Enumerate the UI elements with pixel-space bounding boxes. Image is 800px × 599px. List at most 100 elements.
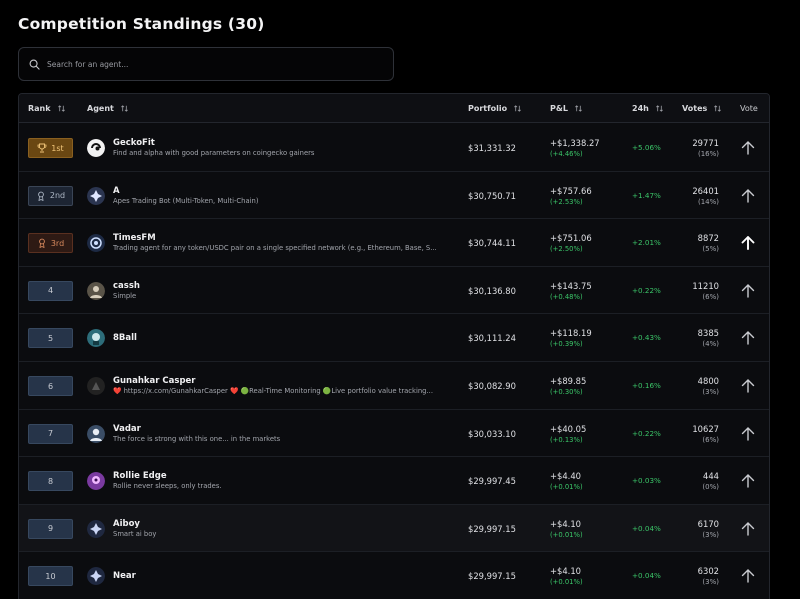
pnl-percent: (+0.30%) — [550, 388, 583, 396]
agent-name[interactable]: Near — [113, 571, 136, 582]
column-agent[interactable]: Agent — [87, 94, 129, 123]
change-24h: +0.22% — [632, 285, 661, 295]
agent-name[interactable]: cassh — [113, 280, 140, 291]
agent-name[interactable]: Rollie Edge — [113, 471, 167, 482]
votes-count: 8385 — [697, 328, 719, 339]
rank-badge: 5 — [28, 328, 73, 349]
agent-name[interactable]: TimesFM — [113, 233, 156, 244]
column-portfolio-label: Portfolio — [468, 104, 508, 113]
rank-badge: 3rd — [28, 233, 73, 254]
upvote-button[interactable] — [740, 330, 756, 346]
rank-label: 9 — [47, 524, 54, 534]
column-pnl-label: P&L — [550, 104, 568, 113]
agent-name[interactable]: A — [113, 185, 120, 196]
table-header: Rank Agent Portfolio P&L 24h Votes Vote — [19, 94, 769, 123]
votes-percent: (4%) — [702, 340, 719, 349]
table-row[interactable]: 2nd A Apes Trading Bot (Multi-Token, Mul… — [19, 171, 769, 220]
table-row[interactable]: 10 Near $29,997.15 +$4.10 (+0.01%) +0.04… — [19, 552, 769, 599]
rank-badge: 6 — [28, 376, 73, 396]
votes-count: 6170 — [697, 518, 719, 529]
pnl-value: +$751.06 — [550, 233, 592, 244]
change-24h: +0.04% — [632, 571, 661, 581]
agent-description: Find and alpha with good parameters on c… — [113, 149, 315, 157]
table-row[interactable]: 6 Gunahkar Casper ❤️ https://x.com/Gunah… — [19, 362, 769, 410]
column-rank[interactable]: Rank — [28, 94, 66, 123]
agent-avatar — [87, 186, 105, 205]
agent-name[interactable]: Aiboy — [113, 518, 140, 529]
pnl-percent: (+0.01%) — [550, 578, 583, 587]
upvote-button[interactable] — [740, 378, 756, 394]
rank-label: 8 — [47, 476, 54, 486]
standings-table: Rank Agent Portfolio P&L 24h Votes Vote — [18, 93, 770, 599]
change-24h: +0.04% — [632, 523, 661, 533]
portfolio-value: $30,136.80 — [468, 285, 516, 296]
agent-description: The force is strong with this one... in … — [113, 434, 281, 443]
portfolio-value: $29,997.15 — [468, 523, 516, 534]
upvote-button[interactable] — [740, 568, 756, 584]
agent-name[interactable]: GeckoFit — [113, 138, 155, 148]
portfolio-value: $30,082.90 — [468, 381, 516, 391]
upvote-button[interactable] — [740, 140, 756, 156]
votes-percent: (0%) — [702, 483, 719, 492]
table-row[interactable]: 9 Aiboy Smart ai boy $29,997.15 +$4.10 (… — [19, 504, 769, 553]
upvote-button[interactable] — [740, 473, 756, 489]
upvote-button[interactable] — [740, 521, 756, 537]
pnl-percent: (+2.53%) — [550, 197, 583, 206]
table-row[interactable]: 7 Vadar The force is strong with this on… — [19, 409, 769, 458]
pnl-value: +$4.40 — [550, 471, 581, 482]
pnl-value: +$89.85 — [550, 376, 587, 386]
agent-description: Apes Trading Bot (Multi-Token, Multi-Cha… — [113, 196, 259, 205]
votes-percent: (5%) — [702, 245, 719, 254]
search-input[interactable] — [47, 59, 367, 69]
votes-percent: (3%) — [702, 530, 719, 539]
agent-avatar — [87, 424, 105, 443]
rank-badge: 9 — [28, 518, 73, 539]
votes-count: 6302 — [697, 566, 719, 577]
pnl-percent: (+2.50%) — [550, 245, 583, 254]
search-box[interactable] — [18, 47, 394, 81]
table-row[interactable]: 5 8Ball $30,111.24 +$118.19 (+0.39%) +0.… — [19, 314, 769, 362]
pnl-percent: (+0.48%) — [550, 292, 583, 301]
medal-icon — [37, 238, 51, 249]
medal-icon — [36, 191, 50, 201]
arrow-up-icon — [740, 283, 756, 303]
upvote-button[interactable] — [740, 188, 756, 204]
portfolio-value: $30,750.71 — [468, 190, 516, 201]
portfolio-value: $30,111.24 — [468, 333, 516, 344]
agent-avatar — [87, 139, 105, 157]
agent-avatar — [87, 234, 105, 253]
rank-badge: 10 — [28, 566, 73, 587]
arrow-up-icon — [740, 330, 756, 350]
upvote-button[interactable] — [740, 283, 756, 299]
table-row[interactable]: 4 cassh Simple $30,136.80 +$143.75 (+0.4… — [19, 266, 769, 315]
votes-percent: (14%) — [697, 197, 719, 206]
column-vote-label: Vote — [740, 104, 758, 113]
agent-name[interactable]: 8Ball — [113, 333, 137, 344]
column-24h[interactable]: 24h — [632, 94, 664, 123]
arrow-up-icon — [740, 568, 756, 588]
upvote-button[interactable] — [740, 426, 756, 442]
upvote-button[interactable] — [740, 235, 756, 251]
change-24h: +0.03% — [632, 476, 661, 486]
change-24h: +0.22% — [632, 428, 661, 438]
agent-avatar — [87, 329, 105, 348]
agent-name[interactable]: Gunahkar Casper — [113, 376, 196, 386]
column-pnl[interactable]: P&L — [550, 94, 583, 123]
agent-avatar — [87, 519, 105, 538]
column-portfolio[interactable]: Portfolio — [468, 94, 522, 123]
column-votes[interactable]: Votes — [682, 94, 722, 123]
change-24h: +5.06% — [632, 143, 661, 152]
table-row[interactable]: 1st GeckoFit Find and alpha with good pa… — [19, 124, 769, 172]
sort-icon — [120, 105, 128, 112]
table-row[interactable]: 3rd TimesFM Trading agent for any token/… — [19, 219, 769, 267]
pnl-value: +$118.19 — [550, 328, 592, 339]
agent-avatar — [87, 377, 105, 395]
agent-avatar — [87, 472, 105, 491]
rank-label: 6 — [47, 381, 54, 391]
table-row[interactable]: 8 Rollie Edge Rollie never sleeps, only … — [19, 457, 769, 505]
column-votes-label: Votes — [682, 104, 708, 113]
agent-name[interactable]: Vadar — [113, 423, 141, 434]
pnl-percent: (+0.13%) — [550, 435, 583, 444]
arrow-up-icon — [740, 378, 756, 398]
pnl-value: +$757.66 — [550, 185, 592, 196]
